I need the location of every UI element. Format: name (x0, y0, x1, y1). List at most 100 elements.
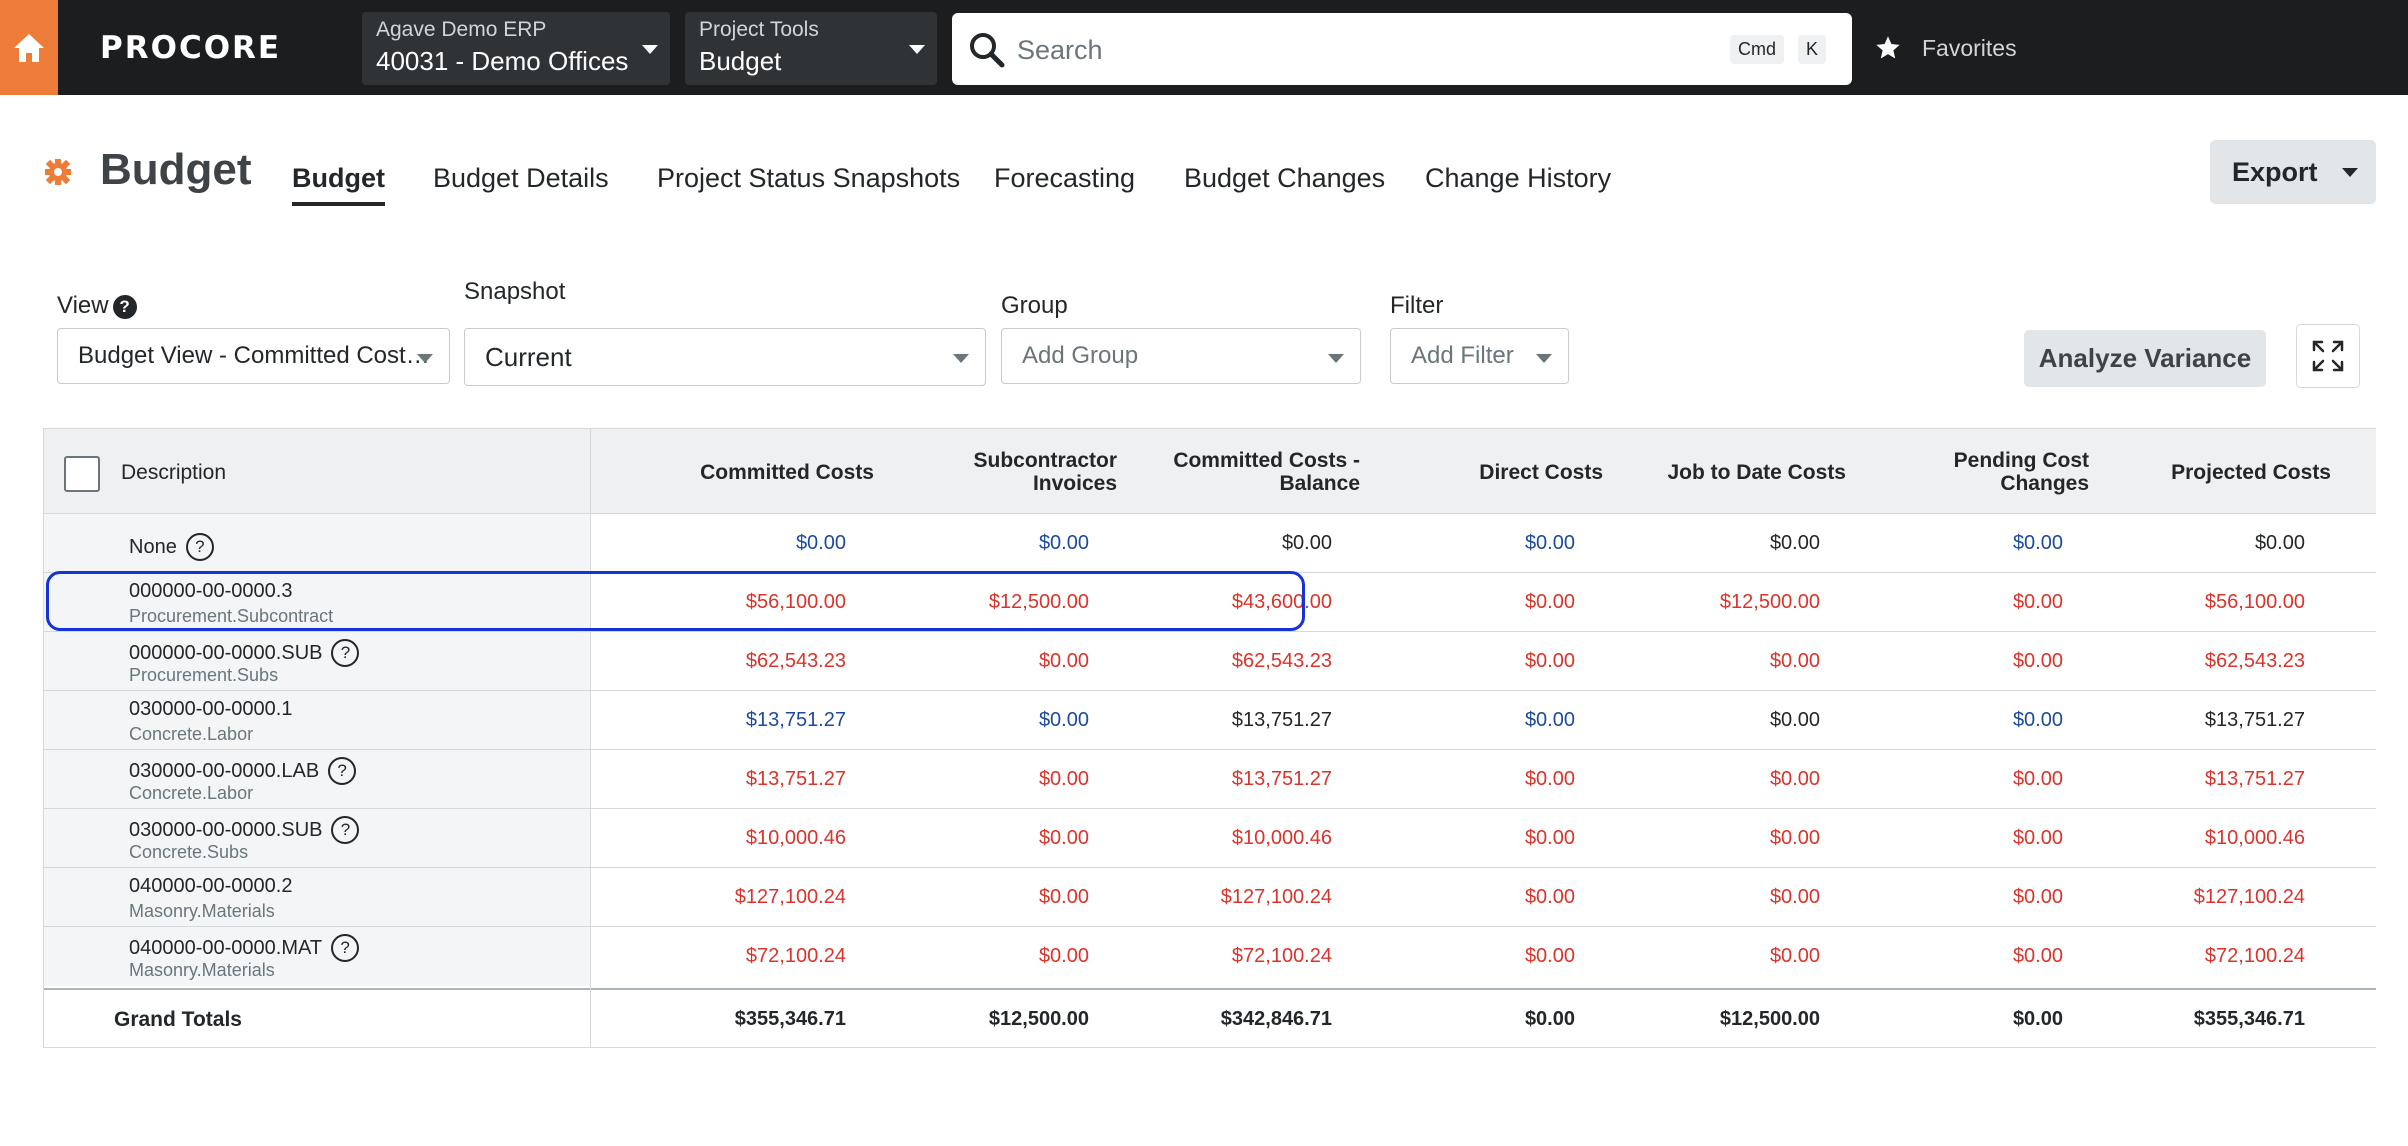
col-subcontractor-invoices[interactable]: Subcontractor Invoices (874, 429, 1117, 515)
cell-subcontractor-invoices: $12,500.00 (988, 591, 1089, 613)
row-description: 030000-00-0000.LAB? (129, 757, 357, 785)
cell-pending-changes: $0.00 (2012, 886, 2063, 908)
snapshot-dropdown[interactable]: Current (464, 328, 986, 386)
home-icon (14, 33, 44, 62)
company-label: Agave Demo ERP (376, 18, 547, 41)
cell-committed-balance: $72,100.24 (1231, 945, 1332, 967)
row-code: 000000-00-0000.3 (129, 580, 293, 602)
cell-committed-balance: $62,543.23 (1231, 650, 1332, 672)
help-icon[interactable]: ? (331, 816, 360, 844)
cell-job-to-date: $0.00 (1769, 650, 1820, 672)
row-description: None? (129, 533, 214, 561)
tab-budget-changes[interactable]: Budget Changes (1184, 163, 1386, 193)
table-row[interactable]: 040000-00-0000.MAT? Masonry.Materials $7… (44, 927, 2376, 986)
col-sub-inv-line2: Invoices (1032, 472, 1117, 495)
cell-committed-balance: $43,600.00 (1231, 591, 1332, 613)
cell-subcontractor-invoices: $0.00 (1038, 886, 1089, 908)
column-divider (590, 428, 591, 1048)
col-projected-label: Projected Costs (2171, 460, 2331, 484)
chevron-down-icon (2342, 168, 2358, 177)
help-icon[interactable]: ? (328, 757, 357, 785)
tab-budget-details[interactable]: Budget Details (433, 163, 609, 193)
gear-icon[interactable] (44, 158, 72, 186)
cell-projected: $13,751.27 (2204, 768, 2305, 790)
col-description[interactable]: Description (121, 429, 321, 515)
cell-subcontractor-invoices: $0.00 (1038, 532, 1089, 554)
procore-logo[interactable]: PROCORE (100, 30, 282, 66)
col-pcc-line1: Pending Cost (1953, 449, 2089, 472)
cell-projected: $62,543.23 (2204, 650, 2305, 672)
table-row[interactable]: None? $0.00 $0.00 $0.00 $0.00 $0.00 $0.0… (44, 514, 2376, 573)
row-sub: Concrete.Labor (129, 724, 254, 744)
col-pending-cost-changes[interactable]: Pending Cost Changes (1846, 429, 2089, 515)
cell-projected: $127,100.24 (2193, 886, 2305, 908)
group-label: Group (1001, 292, 1068, 319)
col-jtd-label: Job to Date Costs (1667, 460, 1846, 484)
cell-committed-balance: $0.00 (1281, 532, 1332, 554)
cell-committed: $10,000.46 (745, 827, 846, 849)
tab-forecasting[interactable]: Forecasting (994, 163, 1136, 193)
cell-direct: $0.00 (1524, 768, 1575, 790)
col-committed-costs-label: Committed Costs (700, 460, 874, 484)
col-ccb-line1: Committed Costs - (1173, 449, 1360, 472)
filter-label: Filter (1390, 292, 1444, 319)
total-committed-balance: $342,846.71 (1220, 1008, 1332, 1030)
row-sub: Concrete.Labor (129, 783, 254, 803)
col-projected-costs[interactable]: Projected Costs (2089, 429, 2331, 515)
col-committed-costs[interactable]: Committed Costs (604, 429, 874, 515)
help-icon[interactable]: ? (331, 639, 360, 667)
cell-job-to-date: $12,500.00 (1719, 591, 1820, 613)
export-button[interactable]: Export (2210, 140, 2376, 204)
tab-change-history[interactable]: Change History (1425, 163, 1612, 193)
group-dropdown[interactable]: Add Group (1001, 328, 1361, 384)
col-committed-costs-balance[interactable]: Committed Costs - Balance (1117, 429, 1360, 515)
col-job-to-date-costs[interactable]: Job to Date Costs (1603, 429, 1846, 515)
search-input[interactable]: Search Cmd K (952, 13, 1852, 85)
view-label-group: View? (57, 292, 137, 320)
table-row[interactable]: 000000-00-0000.3 Procurement.Subcontract… (44, 573, 2376, 632)
tab-budget[interactable]: Budget (292, 163, 385, 206)
description-column-bg (44, 514, 590, 986)
cell-projected: $0.00 (2254, 532, 2305, 554)
fullscreen-button[interactable] (2296, 324, 2360, 388)
select-all-checkbox[interactable] (64, 456, 100, 492)
row-code: 000000-00-0000.SUB (129, 641, 323, 664)
cell-subcontractor-invoices: $0.00 (1038, 650, 1089, 672)
help-icon[interactable]: ? (185, 533, 214, 561)
cell-pending-changes: $0.00 (2012, 591, 2063, 613)
search-icon (970, 33, 1005, 68)
export-label: Export (2232, 156, 2318, 187)
tab-project-status-snapshots[interactable]: Project Status Snapshots (657, 163, 961, 193)
favorites-button[interactable]: Favorites (1874, 34, 2017, 62)
table-row[interactable]: 030000-00-0000.SUB? Concrete.Subs $10,00… (44, 809, 2376, 868)
table-row[interactable]: 030000-00-0000.1 Concrete.Labor $13,751.… (44, 691, 2376, 750)
table-row[interactable]: 000000-00-0000.SUB? Procurement.Subs $62… (44, 632, 2376, 691)
kbd-k: K (1798, 35, 1827, 64)
table-row[interactable]: 040000-00-0000.2 Masonry.Materials $127,… (44, 868, 2376, 927)
table-row[interactable]: 030000-00-0000.LAB? Concrete.Labor $13,7… (44, 750, 2376, 809)
cell-direct: $0.00 (1524, 532, 1575, 554)
grand-totals-row: Grand Totals $355,346.71 $12,500.00 $342… (44, 988, 2376, 1048)
col-direct-costs[interactable]: Direct Costs (1360, 429, 1603, 515)
cell-committed: $127,100.24 (734, 886, 846, 908)
cell-committed: $13,751.27 (745, 709, 846, 731)
star-icon (1876, 36, 1900, 59)
total-job-to-date: $12,500.00 (1719, 1008, 1820, 1030)
cell-direct: $0.00 (1524, 945, 1575, 967)
total-committed: $355,346.71 (734, 1008, 846, 1030)
cell-direct: $0.00 (1524, 591, 1575, 613)
tool-selector[interactable]: Project Tools Budget (685, 12, 937, 85)
help-icon[interactable]: ? (331, 934, 360, 962)
filter-placeholder: Add Filter (1411, 342, 1514, 369)
view-label: View (57, 292, 109, 319)
project-selector[interactable]: Agave Demo ERP 40031 - Demo Offices (362, 12, 670, 85)
filter-dropdown[interactable]: Add Filter (1390, 328, 1569, 384)
cell-projected: $72,100.24 (2204, 945, 2305, 967)
row-sub: Masonry.Materials (129, 901, 275, 921)
cell-job-to-date: $0.00 (1769, 768, 1820, 790)
total-subcontractor-invoices: $12,500.00 (988, 1008, 1089, 1030)
help-icon[interactable]: ? (112, 294, 137, 319)
analyze-variance-button[interactable]: Analyze Variance (2024, 330, 2266, 387)
home-button[interactable] (0, 0, 58, 95)
view-dropdown[interactable]: Budget View - Committed Cost… (57, 328, 450, 384)
